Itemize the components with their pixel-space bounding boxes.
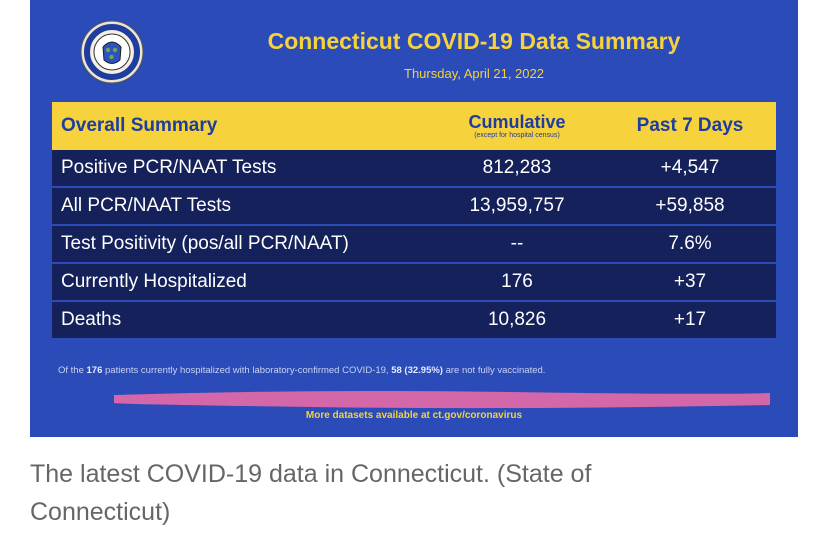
- row-label: Test Positivity (pos/all PCR/NAAT): [61, 233, 349, 254]
- note-unvaccinated-count: 58 (32.95%): [391, 365, 443, 376]
- row-past-7-days: 7.6%: [668, 233, 712, 254]
- row-past-7-days: +37: [673, 271, 707, 292]
- image-caption: The latest COVID-19 data in Connecticut.…: [30, 460, 592, 526]
- table-row: Currently Hospitalized 176 +37: [52, 262, 776, 300]
- header-past-7-days: Past 7 Days: [636, 115, 744, 136]
- table-row: Positive PCR/NAAT Tests 812,283 +4,547: [52, 150, 776, 186]
- note-middle: patients currently hospitalized with lab…: [102, 365, 392, 376]
- state-seal-icon: [80, 20, 144, 84]
- note-prefix: Of the: [58, 365, 87, 376]
- header-overall-summary: Overall Summary: [61, 115, 218, 136]
- row-past-7-days: +59,858: [655, 195, 725, 216]
- summary-table: Overall Summary Cumulative (except for h…: [52, 102, 776, 338]
- summary-panel: Connecticut COVID-19 Data Summary Thursd…: [30, 0, 798, 437]
- row-label: Positive PCR/NAAT Tests: [61, 157, 277, 178]
- table-row: Test Positivity (pos/all PCR/NAAT) -- 7.…: [52, 224, 776, 262]
- table-row: All PCR/NAAT Tests 13,959,757 +59,858: [52, 186, 776, 224]
- row-cumulative: 10,826: [487, 309, 547, 330]
- row-past-7-days: +17: [673, 309, 707, 330]
- row-past-7-days: +4,547: [660, 157, 720, 178]
- page-title: Connecticut COVID-19 Data Summary: [267, 28, 681, 54]
- row-label: All PCR/NAAT Tests: [61, 195, 231, 216]
- table-row: Deaths 10,826 +17: [52, 300, 776, 338]
- redaction-scribble: [113, 391, 770, 409]
- row-cumulative: 13,959,757: [469, 195, 565, 216]
- row-label: Currently Hospitalized: [61, 271, 247, 292]
- note-suffix: are not fully vaccinated.: [442, 365, 546, 376]
- header-cumulative: Cumulative (except for hospital census): [430, 112, 604, 140]
- header-cumulative-label: Cumulative: [468, 112, 566, 132]
- datasets-link[interactable]: More datasets available at ct.gov/corona…: [305, 410, 523, 421]
- note-hospitalized-count: 176: [86, 365, 103, 376]
- row-cumulative: 176: [501, 271, 533, 292]
- table-header: Overall Summary Cumulative (except for h…: [52, 102, 776, 150]
- header-cumulative-note: (except for hospital census): [474, 132, 560, 139]
- row-label: Deaths: [61, 309, 122, 330]
- row-cumulative: --: [510, 233, 524, 254]
- vaccination-note: Of the 176 patients currently hospitaliz…: [58, 365, 545, 376]
- row-cumulative: 812,283: [482, 157, 552, 178]
- report-date: Thursday, April 21, 2022: [404, 66, 544, 81]
